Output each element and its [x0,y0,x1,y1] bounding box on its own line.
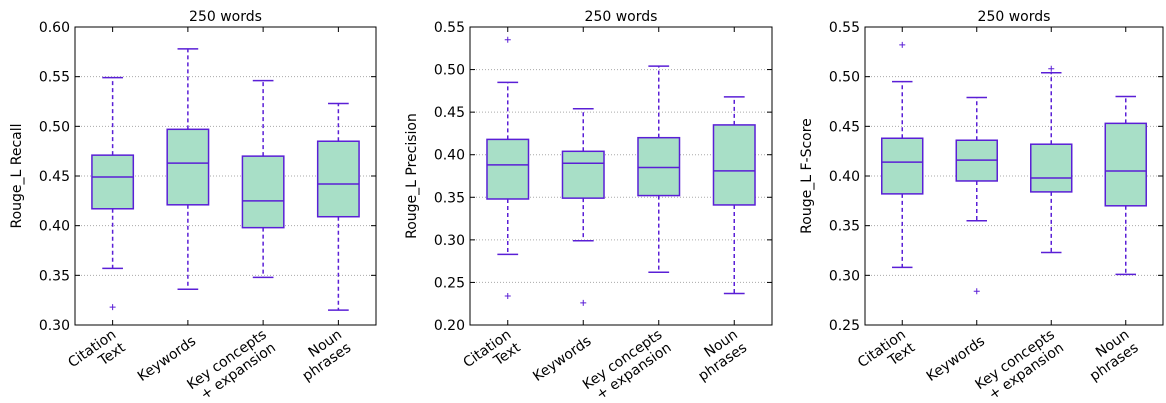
flier [504,36,511,43]
y-axis-label: Rouge_L F-Score [799,118,815,234]
axes-frame [469,26,773,326]
y-tick-label: 0.60 [39,20,70,36]
box [881,137,924,195]
y-tick-label: 0.30 [829,268,860,284]
y-tick-label: 0.30 [434,233,465,249]
y-tick-label: 0.25 [829,318,860,334]
subplot: 250 words Rouge_L Recall 0.30 0.35 0.40 0.45 0… [9,9,377,403]
box [241,155,285,229]
box [1030,143,1073,193]
box [486,138,530,200]
subplot-title: 250 words [189,9,262,25]
box [316,140,360,218]
y-axis-label: Rouge_L Recall [9,123,25,228]
y-tick-label: 0.30 [39,318,70,334]
box [91,154,135,210]
flier [973,288,980,295]
y-axis-label: Rouge_L Precision [404,113,420,239]
y-tick-label: 0.45 [434,105,465,121]
y-tick-label: 0.40 [829,169,860,185]
y-tick-label: 0.35 [829,219,860,235]
axes-frame [74,26,377,326]
flier [504,293,511,300]
y-tick-label: 0.55 [39,70,70,86]
y-tick-label: 0.40 [39,219,70,235]
subplot-title: 250 words [585,9,658,25]
y-tick-label: 0.20 [434,318,465,334]
flier [899,41,906,48]
flier [109,304,116,311]
y-tick-label: 0.50 [829,70,860,86]
box [1104,122,1147,207]
box [712,124,756,206]
box [637,136,681,197]
subplot: 250 words Rouge_L F-Score 0.25 0.30 0.35 0.40… [799,9,1164,403]
y-tick-label: 0.50 [39,119,70,135]
flier [1048,65,1055,72]
subplot: 250 words Rouge_L Precision 0.20 0.25 0.30 0.… [404,9,773,403]
y-tick-label: 0.45 [829,119,860,135]
x-tick-label: Key concepts+ expansion [973,327,1067,403]
y-tick-label: 0.50 [434,63,465,79]
axes-frame [864,26,1164,326]
box [561,150,605,199]
x-tick-label: Key concepts+ expansion [184,327,278,403]
y-tick-label: 0.35 [434,190,465,206]
y-tick-label: 0.45 [39,169,70,185]
y-tick-label: 0.35 [39,268,70,284]
y-tick-label: 0.55 [434,20,465,36]
y-tick-label: 0.40 [434,148,465,164]
flier [580,299,587,306]
y-tick-label: 0.55 [829,20,860,36]
subplot-title: 250 words [978,9,1051,25]
box [166,128,210,206]
y-tick-label: 0.25 [434,275,465,291]
x-tick-label: Key concepts+ expansion [580,327,674,403]
